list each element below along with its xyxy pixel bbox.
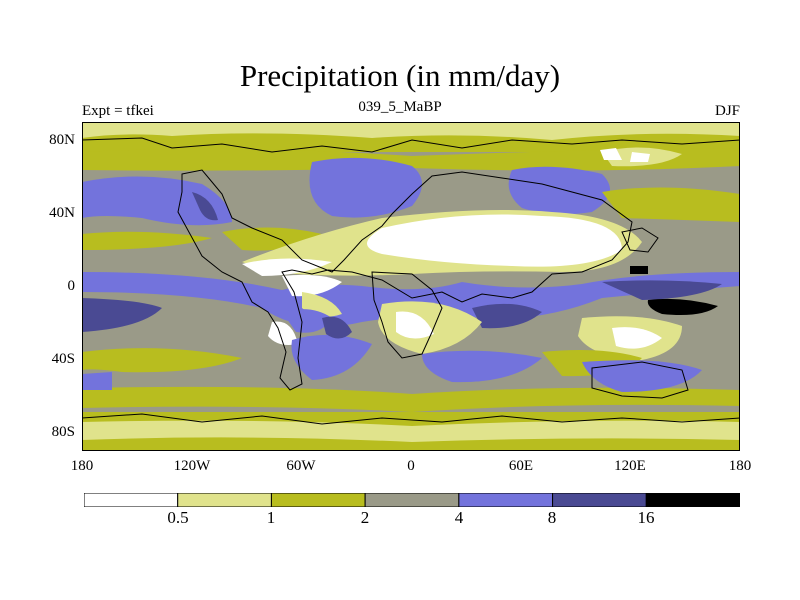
lon-tick-label: 60W (286, 458, 316, 474)
time-label: 039_5_MaBP (358, 99, 442, 115)
plot-title: Precipitation (in mm/day) (239, 58, 561, 93)
lon-tick-label: 0 (407, 458, 415, 474)
colorbar (84, 493, 740, 507)
colorbar-label: 0.5 (167, 508, 189, 527)
colorbar-label: 4 (454, 508, 464, 527)
lat-tick-label: 80S (51, 424, 75, 440)
experiment-label: Expt = tfkei (82, 103, 154, 119)
lat-tick-label: 40N (49, 205, 75, 221)
season-label: DJF (714, 103, 740, 119)
precipitation-map (81, 122, 741, 451)
colorbar-swatch (84, 493, 179, 507)
colorbar-label: 2 (360, 508, 370, 527)
lat-tick-label: 0 (67, 278, 76, 294)
lon-tick-label: 120E (614, 458, 646, 474)
colorbar-label: 8 (547, 508, 557, 527)
colorbar-swatch (645, 493, 740, 507)
lon-tick-label: 180 (70, 458, 94, 474)
colorbar-label: 16 (637, 508, 655, 527)
colorbar-swatch (552, 493, 647, 507)
colorbar-swatch (177, 493, 272, 507)
colorbar-swatch (364, 493, 460, 507)
lon-tick-label: 60E (508, 458, 534, 474)
lat-tick-label: 80N (49, 132, 75, 148)
colorbar-swatch (270, 493, 366, 507)
colorbar-label: 1 (266, 508, 276, 527)
lon-tick-label: 120W (173, 458, 211, 474)
lon-tick-label: 180 (728, 458, 752, 474)
lat-tick-label: 40S (51, 351, 75, 367)
colorbar-swatch (458, 493, 554, 507)
